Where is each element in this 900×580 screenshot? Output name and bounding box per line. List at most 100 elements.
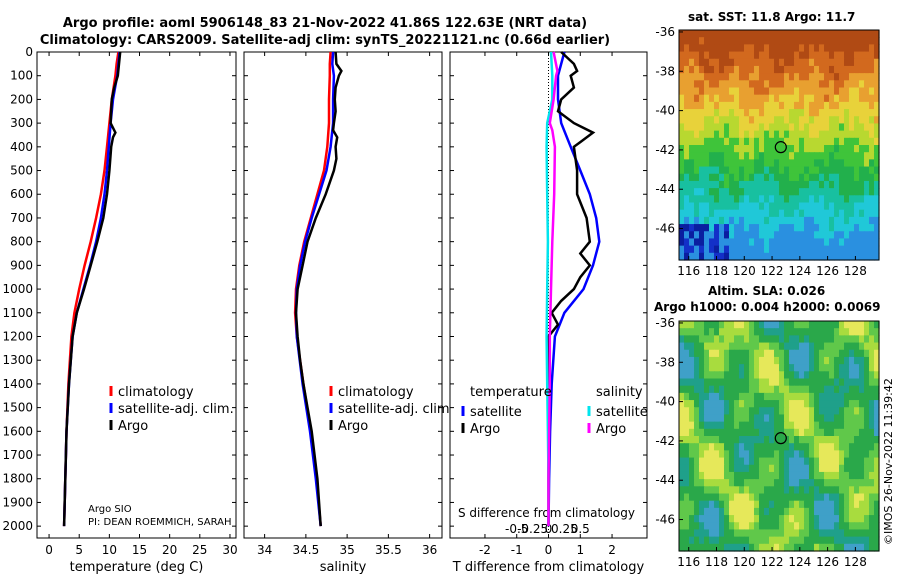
sla-map-cell [739,328,745,336]
sst-map-cell [789,101,795,110]
sla-map-cell [709,500,715,509]
depth-tick-label: 0 [25,45,33,59]
sst-map-cell [854,224,860,232]
sla-map-cell [824,493,830,502]
sla-map-cell [684,335,690,344]
sla-map-cell [739,335,745,344]
sst-map-cell [684,123,690,132]
sla-map-cell [694,479,700,487]
sla-map-cell [819,356,825,365]
sst-map-cell [724,101,730,110]
sst-map-cell [679,123,685,132]
sla-map-cell [769,522,775,531]
sla-map-cell [714,328,720,336]
sla-map-cell [824,364,830,372]
sla-map-cell [679,450,685,459]
sla-map-cell [859,443,865,451]
sla-map-cell [754,328,760,336]
sla-map-cell [779,493,785,502]
sla-map-cell [869,385,875,394]
sla-map-cell [719,486,725,495]
sst-map-cell [744,73,750,81]
sst-map-cell [784,80,790,89]
salinity-xtick-label: 34.5 [293,543,320,557]
sla-map-cell [734,450,740,459]
sst-map-cell [679,80,685,89]
salinity-series-argo [294,51,343,527]
sla-map-cell [839,493,845,502]
sst-map-cell [764,231,770,240]
sla-map-cell [734,536,740,545]
sst-map-cell [814,37,820,45]
sst-map-cell [769,195,775,204]
sla-map-cell [724,536,730,545]
sla-map-cell [839,464,845,473]
sst-map-cell [804,152,810,160]
sst-map-cell [869,152,875,160]
sla-map-cell [829,378,835,387]
sla-map-cell [734,378,740,387]
sst-map-cell [764,245,770,254]
sst-map-cell [769,238,775,247]
sst-map-cell [809,166,815,175]
sla-map-cell [699,500,705,509]
sla-map-cell [769,342,775,351]
sla-map-cell [689,385,695,394]
sla-map-cell [804,479,810,487]
sla-map-cell [719,536,725,545]
sla-map-cell [809,400,815,408]
sla-map-cell [684,349,690,358]
sla-map-cell [699,421,705,430]
sla-map-cell [819,378,825,387]
sla-map-cell [714,507,720,516]
sla-map-cell [839,479,845,487]
sla-map-cell [784,471,790,480]
sst-map-cell [769,188,775,196]
sst-map-cell [739,159,745,168]
sla-map-cell [764,443,770,451]
sla-map-cell [849,486,855,495]
sla-map-cell [849,543,855,552]
sst-map-cell [719,109,725,117]
sla-map-cell [844,443,850,451]
sla-map-cell [704,349,710,358]
sst-map-cell [854,180,860,189]
sst-map-cell [849,137,855,146]
sst-map-cell [794,173,800,182]
sla-map-cell [764,543,770,552]
sst-map-cell [864,252,870,261]
sla-map-cell [859,385,865,394]
sst-map-cell [839,137,845,146]
sla-map-cell [749,407,755,416]
sla-map-cell [799,543,805,552]
sst-map-cell [804,51,810,60]
sst-map-cell [814,216,820,225]
sla-map-cell [779,479,785,487]
sla-map-cell [839,342,845,351]
sla-map-cell [839,450,845,459]
salinity-diff-tick-label: -0.5 [505,522,528,536]
sla-map-cell [864,486,870,495]
sla-map-cell [744,428,750,437]
sst-map-cell [724,51,730,60]
sst-map-cell [709,94,715,103]
temperature-xtick-label: 10 [102,543,117,557]
sst-map-cell [764,87,770,96]
sla-map-cell [724,450,730,459]
sla-map-cell [849,349,855,358]
sla-map-cell [839,356,845,365]
sst-map-cell [784,51,790,60]
sst-map-cell [744,209,750,218]
sst-map-cell [829,80,835,89]
sla-map-cell [689,328,695,336]
sla-map-cell [864,321,870,329]
sst-map-cell [729,30,735,38]
sla-map-cell [769,479,775,487]
sla-map-cell [704,471,710,480]
sst-map-cell [679,58,685,67]
sla-map-cell [779,522,785,531]
salinity-xtick-label: 34 [257,543,272,557]
sla-map-cell [734,436,740,444]
sla-map-cell [699,378,705,387]
sst-map-cell [749,166,755,175]
